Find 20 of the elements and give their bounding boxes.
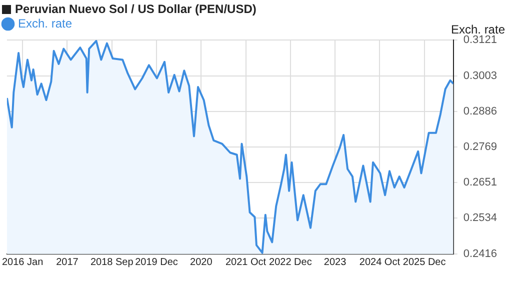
x-tick-label: 2024 Oct bbox=[359, 256, 400, 268]
x-tick-label: 2017 bbox=[56, 256, 79, 268]
x-tick-label: 2019 Dec bbox=[135, 256, 178, 268]
chart-title: Peruvian Nuevo Sol / US Dollar (PEN/USD) bbox=[15, 2, 256, 16]
x-tick-label: 2022 Dec bbox=[269, 256, 312, 268]
y-tick-label: 0.2651 bbox=[463, 176, 498, 189]
y-tick-label: 0.2886 bbox=[463, 105, 498, 118]
x-tick-label: 2018 Sep bbox=[90, 256, 134, 268]
x-tick-label: 2016 Jan bbox=[2, 256, 44, 268]
y-tick-label: 0.2416 bbox=[463, 248, 498, 260]
y-tick-label: 0.3003 bbox=[463, 70, 498, 82]
y-tick-label: 0.2534 bbox=[463, 212, 498, 224]
x-tick-label: 2025 Dec bbox=[402, 256, 446, 268]
x-tick-label: 2020 bbox=[190, 256, 213, 268]
y-axis-title: Exch. rate bbox=[450, 22, 506, 36]
x-tick-label: 2021 Oct bbox=[225, 256, 266, 268]
x-tick-label: 2023 bbox=[324, 256, 347, 268]
y-tick-label: 0.2769 bbox=[463, 140, 498, 153]
y-tick-label: 0.3121 bbox=[463, 34, 498, 46]
legend-label: Exch. rate bbox=[18, 16, 72, 30]
